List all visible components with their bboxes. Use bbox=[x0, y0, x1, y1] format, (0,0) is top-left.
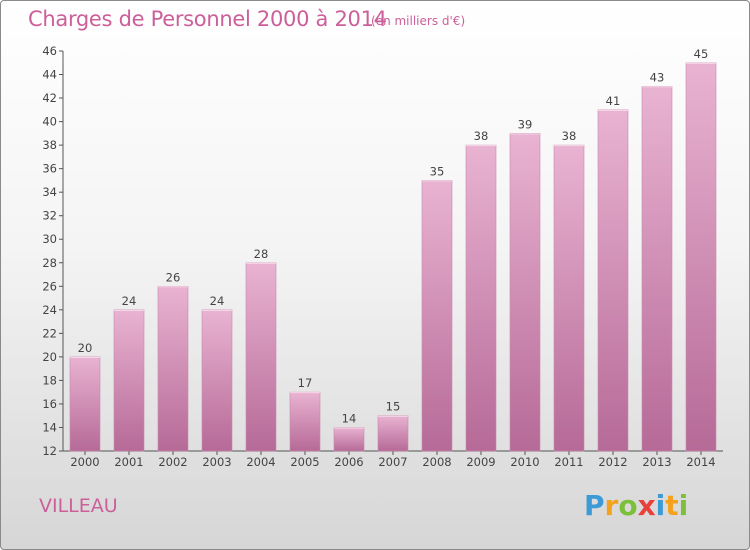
logo-letter: i bbox=[655, 489, 666, 522]
location-label: VILLEAU bbox=[39, 495, 118, 517]
x-tick-label: 2005 bbox=[290, 455, 319, 469]
y-tick-label: 12 bbox=[42, 444, 57, 458]
x-tick-label: 2012 bbox=[598, 455, 627, 469]
x-tick-label: 2011 bbox=[554, 455, 583, 469]
logo-letter: o bbox=[618, 489, 638, 522]
x-tick-label: 2002 bbox=[158, 455, 187, 469]
x-tick-label: 2009 bbox=[466, 455, 495, 469]
value-label: 17 bbox=[298, 376, 313, 390]
value-label: 20 bbox=[78, 341, 93, 355]
bar-2003 bbox=[201, 309, 233, 452]
value-label: 14 bbox=[342, 411, 357, 425]
value-label: 45 bbox=[694, 47, 709, 61]
bar-2014 bbox=[685, 62, 717, 452]
bar-2001 bbox=[113, 309, 145, 452]
bar-2000 bbox=[69, 356, 101, 452]
value-label: 38 bbox=[474, 129, 489, 143]
bar-2012 bbox=[597, 109, 629, 452]
y-tick-label: 44 bbox=[42, 68, 57, 82]
bar-2004 bbox=[245, 262, 277, 452]
value-label: 39 bbox=[518, 117, 533, 131]
x-tick-label: 2003 bbox=[202, 455, 231, 469]
bar-2013 bbox=[641, 85, 673, 452]
y-tick-label: 26 bbox=[42, 279, 57, 293]
y-tick-label: 18 bbox=[42, 373, 57, 387]
y-tick-label: 46 bbox=[42, 44, 57, 58]
bar-2006 bbox=[333, 427, 365, 452]
chart-title: Charges de Personnel 2000 à 2014 bbox=[28, 7, 387, 31]
y-tick-label: 36 bbox=[42, 162, 57, 176]
y-tick-label: 38 bbox=[42, 138, 57, 152]
logo-letter: x bbox=[637, 489, 656, 522]
x-tick-label: 2014 bbox=[686, 455, 715, 469]
logo-letter: P bbox=[584, 489, 605, 522]
logo-letter: r bbox=[604, 489, 619, 522]
x-tick-label: 2007 bbox=[378, 455, 407, 469]
value-labels: 20 24 26 24 28 17 14 15 35 38 39 38 41 43 45 bbox=[78, 47, 709, 426]
value-label: 41 bbox=[606, 94, 621, 108]
bar-2008 bbox=[421, 180, 453, 452]
y-tick-label: 30 bbox=[42, 232, 57, 246]
x-tick-label: 2008 bbox=[422, 455, 451, 469]
bars bbox=[69, 62, 717, 452]
y-tick-label: 34 bbox=[42, 185, 57, 199]
bar-2007 bbox=[377, 415, 409, 452]
x-tick-label: 2006 bbox=[334, 455, 363, 469]
bar-2010 bbox=[509, 133, 541, 452]
value-label: 35 bbox=[430, 164, 445, 178]
x-tick-label: 2013 bbox=[642, 455, 671, 469]
y-tick-label: 28 bbox=[42, 256, 57, 270]
value-label: 38 bbox=[562, 129, 577, 143]
y-tick-label: 24 bbox=[42, 303, 57, 317]
x-tick-label: 2004 bbox=[246, 455, 275, 469]
y-tick-label: 14 bbox=[42, 420, 57, 434]
value-label: 26 bbox=[166, 270, 181, 284]
bar-2009 bbox=[465, 144, 497, 452]
value-label: 24 bbox=[210, 294, 225, 308]
y-tick-label: 40 bbox=[42, 115, 57, 129]
logo-letter: t bbox=[665, 489, 679, 522]
bar-2011 bbox=[553, 144, 585, 452]
bar-2005 bbox=[289, 391, 321, 452]
value-label: 28 bbox=[254, 247, 269, 261]
x-tick-label: 2010 bbox=[510, 455, 539, 469]
y-tick-label: 42 bbox=[42, 91, 57, 105]
value-label: 15 bbox=[386, 400, 401, 414]
y-tick-label: 22 bbox=[42, 326, 57, 340]
y-tick-label: 20 bbox=[42, 350, 57, 364]
bar-2002 bbox=[157, 285, 189, 452]
x-tick-label: 2000 bbox=[70, 455, 99, 469]
value-label: 43 bbox=[650, 70, 665, 84]
y-tick-label: 32 bbox=[42, 209, 57, 223]
proxiti-logo[interactable]: Proxiti bbox=[584, 489, 688, 522]
x-tick-label: 2001 bbox=[114, 455, 143, 469]
axes: 12 14 16 18 20 22 24 26 28 30 32 34 36 38 40 42 44 46 2000… bbox=[42, 44, 723, 469]
value-label: 24 bbox=[122, 294, 137, 308]
chart-subtitle: (en milliers d'€) bbox=[371, 14, 466, 28]
y-tick-label: 16 bbox=[42, 397, 57, 411]
logo-letter: i bbox=[678, 489, 689, 522]
